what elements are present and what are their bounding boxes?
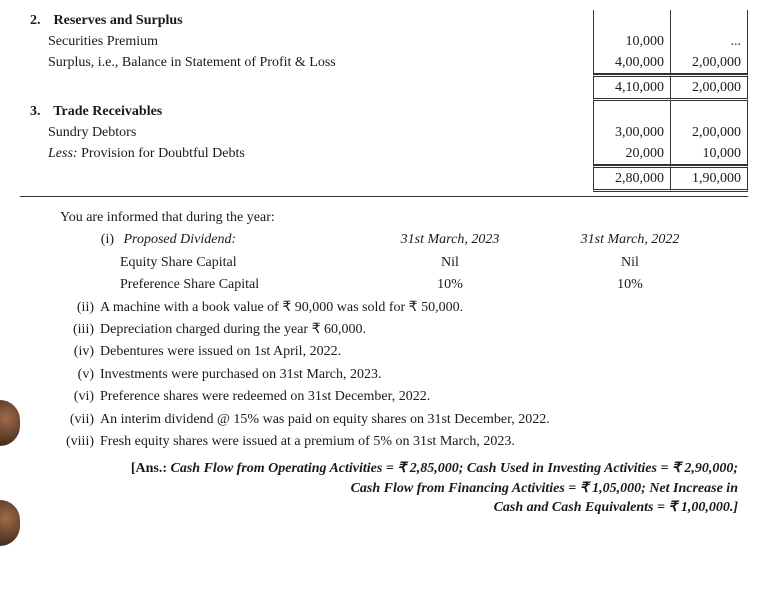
note-iv: (iv)Debentures were issued on 1st April,… bbox=[60, 341, 748, 363]
row-label: Surplus, i.e., Balance in Statement of P… bbox=[20, 52, 593, 73]
info-block: You are informed that during the year: (… bbox=[20, 207, 748, 518]
section2-total: 4,10,000 2,00,000 bbox=[20, 74, 748, 101]
note-vii: (vii)An interim dividend @ 15% was paid … bbox=[60, 409, 748, 431]
note-ii: (ii)A machine with a book value of ₹ 90,… bbox=[60, 297, 748, 319]
date-2022: 31st March, 2022 bbox=[540, 229, 720, 251]
empty-cell bbox=[593, 10, 671, 31]
intro-text: You are informed that during the year: bbox=[60, 207, 748, 229]
answer-block: [Ans.: Cash Flow from Operating Activiti… bbox=[60, 459, 748, 518]
val: 10,000 bbox=[593, 31, 671, 52]
section3-total: 2,80,000 1,90,000 bbox=[20, 165, 748, 192]
note-vi: (vi)Preference shares were redeemed on 3… bbox=[60, 386, 748, 408]
empty-cell bbox=[593, 101, 671, 122]
section3-num: 3. bbox=[30, 101, 50, 122]
empty-cell bbox=[671, 101, 748, 122]
row-label: Less: Provision for Doubtful Debts bbox=[20, 143, 593, 164]
section2-row-0: Securities Premium 10,000 ... bbox=[20, 31, 748, 52]
dividend-row-1: Equity Share Capital Nil Nil bbox=[80, 252, 748, 274]
total-val: 1,90,000 bbox=[671, 165, 748, 192]
thumb-shadow bbox=[0, 500, 20, 546]
note-v: (v)Investments were purchased on 31st Ma… bbox=[60, 364, 748, 386]
section2-title: Reserves and Surplus bbox=[54, 13, 183, 28]
section3-title: Trade Receivables bbox=[53, 104, 162, 119]
val: 3,00,000 bbox=[593, 122, 671, 143]
val: 4,00,000 bbox=[593, 52, 671, 74]
section3-heading: 3. Trade Receivables bbox=[20, 101, 748, 122]
total-val: 2,80,000 bbox=[593, 165, 671, 192]
date-2023: 31st March, 2023 bbox=[360, 229, 540, 251]
dividend-header-row: (i) Proposed Dividend: 31st March, 2023 … bbox=[80, 229, 748, 251]
section2-num: 2. bbox=[30, 10, 50, 31]
empty-cell bbox=[671, 10, 748, 31]
row-label: Sundry Debtors bbox=[20, 122, 593, 143]
section3-row-1: Less: Provision for Doubtful Debts 20,00… bbox=[20, 143, 748, 165]
divider bbox=[20, 196, 748, 197]
roman: (i) bbox=[80, 229, 120, 251]
section2-row-1: Surplus, i.e., Balance in Statement of P… bbox=[20, 52, 748, 74]
val: 2,00,000 bbox=[671, 52, 748, 74]
total-val: 4,10,000 bbox=[593, 74, 671, 101]
note-viii: (viii)Fresh equity shares were issued at… bbox=[60, 431, 748, 453]
dividend-head: Proposed Dividend: bbox=[124, 232, 237, 247]
thumb-shadow bbox=[0, 400, 20, 446]
note-iii: (iii)Depreciation charged during the yea… bbox=[60, 319, 748, 341]
val: ... bbox=[671, 31, 748, 52]
row-label: Securities Premium bbox=[20, 31, 593, 52]
section3-row-0: Sundry Debtors 3,00,000 2,00,000 bbox=[20, 122, 748, 143]
val: 10,000 bbox=[671, 143, 748, 165]
val: 2,00,000 bbox=[671, 122, 748, 143]
section2-heading: 2. Reserves and Surplus bbox=[20, 10, 748, 31]
total-val: 2,00,000 bbox=[671, 74, 748, 101]
val: 20,000 bbox=[593, 143, 671, 165]
dividend-row-2: Preference Share Capital 10% 10% bbox=[80, 274, 748, 296]
